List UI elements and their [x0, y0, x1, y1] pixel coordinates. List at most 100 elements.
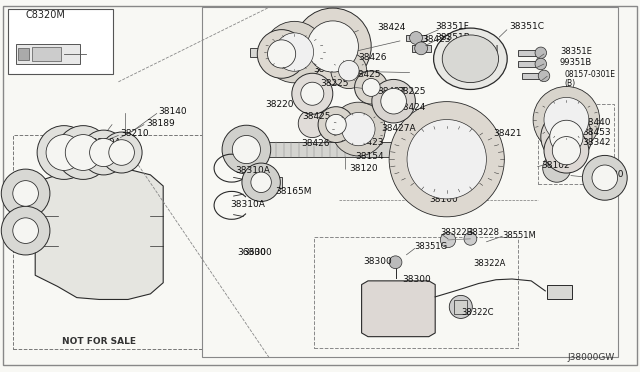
Circle shape — [307, 21, 358, 72]
Circle shape — [550, 120, 583, 154]
Circle shape — [544, 97, 589, 142]
Circle shape — [46, 135, 82, 170]
Circle shape — [339, 60, 359, 81]
Circle shape — [298, 109, 326, 138]
Circle shape — [445, 74, 452, 81]
Text: 38100: 38100 — [429, 195, 458, 203]
Text: 38120: 38120 — [349, 164, 378, 173]
Text: 38210: 38210 — [120, 129, 149, 138]
Circle shape — [535, 58, 547, 70]
Circle shape — [372, 80, 415, 123]
Circle shape — [489, 36, 495, 43]
Text: 38426: 38426 — [358, 53, 387, 62]
Polygon shape — [35, 169, 163, 299]
Text: 38440: 38440 — [314, 65, 342, 74]
Text: 38453: 38453 — [582, 128, 611, 137]
Polygon shape — [256, 177, 282, 188]
Text: 38102: 38102 — [541, 161, 570, 170]
Circle shape — [65, 135, 101, 170]
Circle shape — [355, 71, 388, 104]
Circle shape — [1, 206, 50, 255]
Circle shape — [318, 107, 354, 142]
Circle shape — [331, 53, 367, 89]
Circle shape — [453, 44, 468, 59]
Text: NOT FOR SALE: NOT FOR SALE — [62, 337, 136, 346]
Text: 38427: 38427 — [378, 87, 406, 96]
Polygon shape — [362, 281, 435, 337]
Text: 38342: 38342 — [306, 40, 335, 49]
Circle shape — [275, 33, 314, 71]
Text: 38425: 38425 — [302, 112, 331, 121]
Bar — [454, 300, 467, 314]
Text: 99351B: 99351B — [560, 58, 592, 67]
Text: 38322A: 38322A — [474, 259, 506, 268]
Circle shape — [1, 169, 50, 218]
Bar — [18, 48, 29, 60]
Text: 08157-0301E: 08157-0301E — [564, 70, 616, 79]
Bar — [547, 285, 572, 299]
Circle shape — [544, 128, 589, 173]
Polygon shape — [522, 73, 544, 78]
Text: 38154: 38154 — [355, 152, 384, 161]
Circle shape — [538, 70, 550, 81]
Circle shape — [464, 232, 477, 245]
Text: 38425: 38425 — [352, 70, 381, 79]
Circle shape — [81, 130, 126, 175]
Polygon shape — [518, 61, 541, 67]
Bar — [16, 44, 80, 64]
Polygon shape — [355, 84, 390, 91]
Circle shape — [232, 135, 260, 164]
Polygon shape — [243, 142, 428, 157]
Polygon shape — [518, 50, 541, 55]
Circle shape — [445, 36, 452, 43]
Text: 38300: 38300 — [364, 257, 392, 266]
Text: C8320M: C8320M — [26, 10, 65, 20]
Circle shape — [101, 132, 142, 173]
Circle shape — [242, 163, 280, 202]
Ellipse shape — [434, 28, 507, 89]
Text: 38427A: 38427A — [381, 124, 415, 133]
Text: 38300: 38300 — [402, 275, 431, 283]
Circle shape — [13, 218, 38, 243]
Circle shape — [533, 87, 600, 153]
Circle shape — [301, 82, 324, 105]
Text: 38351F: 38351F — [435, 22, 469, 31]
Circle shape — [467, 82, 474, 89]
Text: 38342: 38342 — [582, 138, 611, 147]
Circle shape — [109, 140, 134, 165]
Circle shape — [389, 256, 402, 269]
Text: 38426: 38426 — [301, 139, 330, 148]
Circle shape — [597, 170, 612, 186]
Circle shape — [467, 29, 474, 35]
Bar — [202, 7, 618, 357]
Circle shape — [342, 112, 375, 146]
Circle shape — [440, 232, 456, 248]
Text: 38225: 38225 — [397, 87, 426, 96]
Polygon shape — [250, 48, 349, 57]
Circle shape — [385, 294, 411, 320]
Circle shape — [541, 111, 592, 163]
Text: 38421: 38421 — [493, 129, 522, 138]
Polygon shape — [322, 68, 346, 75]
Text: 38351B: 38351B — [435, 33, 470, 42]
Bar — [314, 237, 518, 348]
Circle shape — [552, 137, 580, 165]
Text: 38322B: 38322B — [440, 228, 473, 237]
Circle shape — [415, 42, 428, 55]
Text: 38351C: 38351C — [509, 22, 544, 31]
Circle shape — [292, 73, 333, 114]
Circle shape — [489, 74, 495, 81]
Text: 38140: 38140 — [159, 107, 188, 116]
Circle shape — [294, 8, 371, 85]
Text: 38351I: 38351I — [467, 45, 499, 54]
Circle shape — [222, 125, 271, 174]
Ellipse shape — [442, 35, 499, 83]
Circle shape — [251, 172, 271, 193]
Circle shape — [312, 26, 353, 67]
Text: 38189: 38189 — [146, 119, 175, 128]
Circle shape — [389, 102, 504, 217]
Circle shape — [498, 55, 504, 62]
Circle shape — [381, 89, 406, 114]
Circle shape — [90, 138, 118, 167]
Circle shape — [592, 165, 618, 190]
